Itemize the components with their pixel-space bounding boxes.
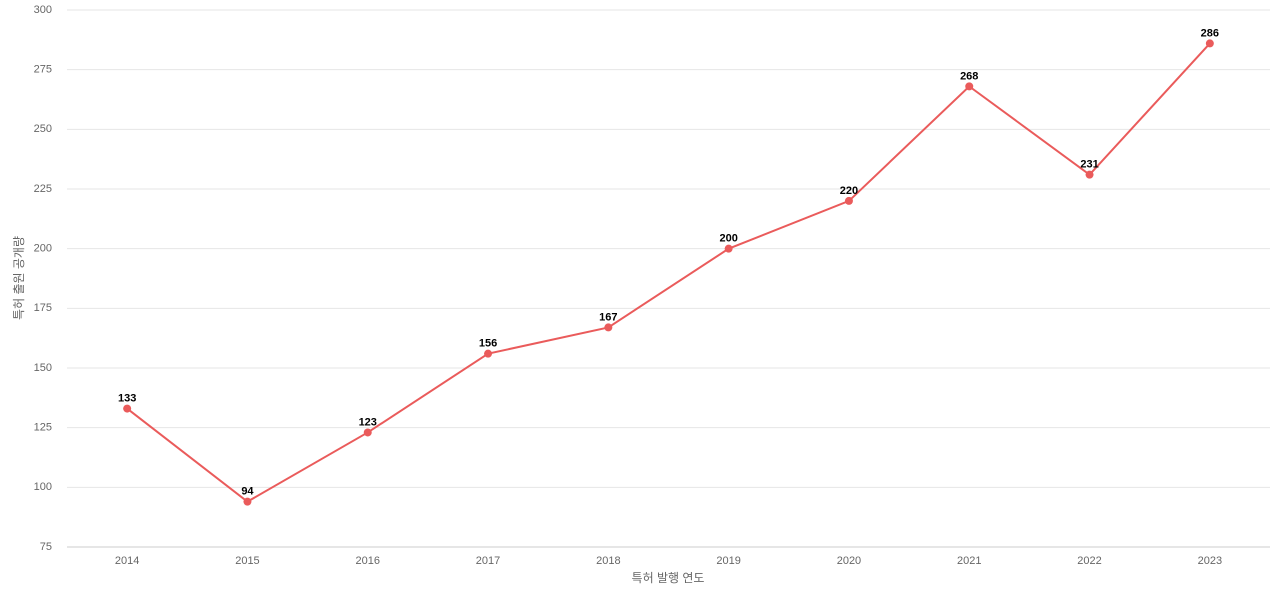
x-tick-label: 2014 — [115, 555, 139, 567]
point — [363, 428, 372, 437]
point — [1205, 39, 1214, 48]
x-tick-label: 2015 — [235, 555, 259, 567]
x-tick-label: 2017 — [476, 555, 500, 567]
point — [243, 497, 252, 506]
x-tick-label: 2023 — [1198, 555, 1222, 567]
x-tick-label: 2020 — [837, 555, 861, 567]
y-tick-label: 75 — [40, 541, 52, 553]
x-tick-label: 2016 — [356, 555, 380, 567]
x-tick-label: 2019 — [716, 555, 740, 567]
line — [126, 42, 1211, 503]
y-tick-label: 150 — [34, 362, 52, 374]
value-label: 220 — [840, 185, 858, 197]
y-tick-label: 225 — [34, 183, 52, 195]
x-axis-label: 특허 발행 연도 — [632, 570, 705, 585]
value-label: 167 — [599, 311, 617, 323]
value-label: 231 — [1080, 159, 1098, 171]
y-axis-label: 특허 출원 공개량 — [12, 236, 26, 320]
y-tick-label: 100 — [34, 481, 52, 493]
value-label: 268 — [960, 70, 978, 82]
y-tick-label: 125 — [34, 422, 52, 434]
y-tick-label: 250 — [34, 123, 52, 135]
value-label: 133 — [118, 392, 136, 404]
point — [123, 404, 132, 413]
x-tick-label: 2022 — [1077, 555, 1101, 567]
point — [724, 244, 733, 253]
value-label: 94 — [241, 486, 254, 498]
y-tick-label: 175 — [34, 302, 52, 314]
point — [844, 196, 853, 205]
value-label: 156 — [479, 338, 497, 350]
y-tick-label: 300 — [34, 4, 52, 16]
x-tick-label: 2018 — [596, 555, 620, 567]
y-tick-label: 275 — [34, 64, 52, 76]
y-tick-label: 200 — [34, 243, 52, 255]
point — [484, 349, 493, 358]
value-label: 123 — [359, 416, 377, 428]
value-label: 200 — [719, 233, 737, 245]
value-label: 286 — [1201, 27, 1219, 39]
point — [965, 82, 974, 91]
point — [604, 323, 613, 332]
point — [1085, 170, 1094, 179]
x-tick-label: 2021 — [957, 555, 981, 567]
